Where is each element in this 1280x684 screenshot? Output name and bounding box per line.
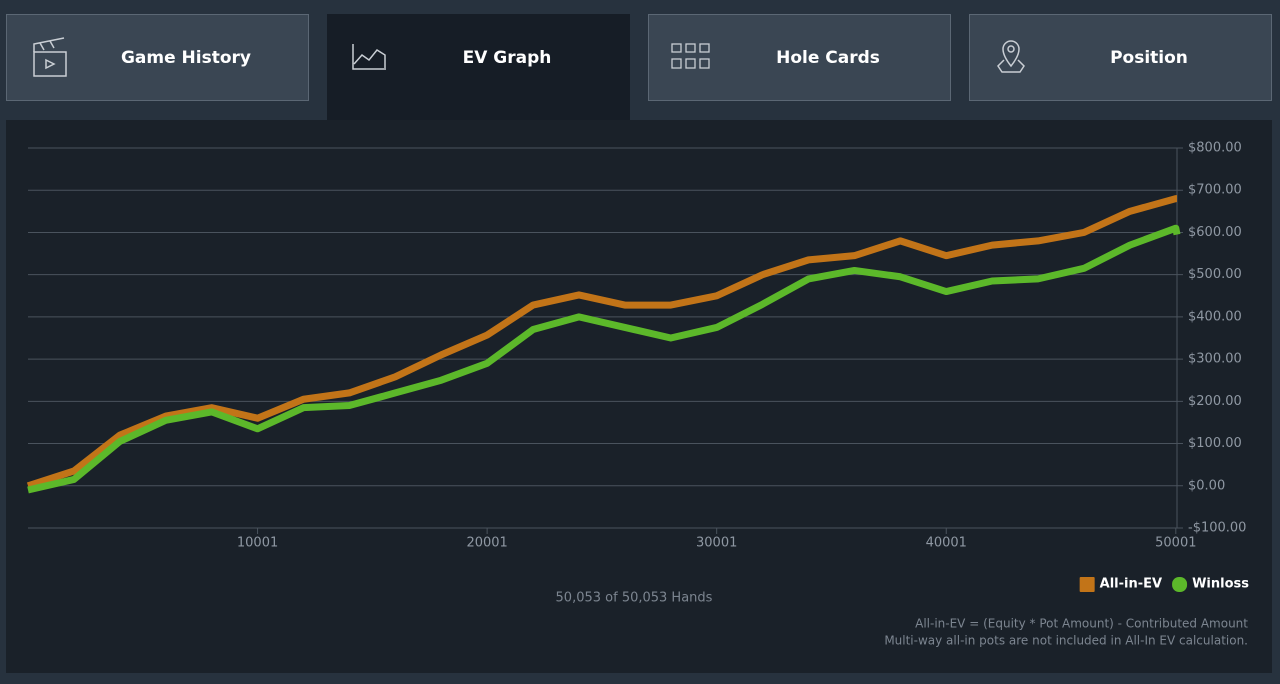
tab[interactable]: Hole Cards [648,14,951,101]
icon [33,37,67,77]
legend-label: Winloss [1192,577,1249,592]
x-tick-label: 20001 [466,536,507,551]
icon [997,40,1025,73]
plot: -$100.00 $0.00 $100.00 $200.00 $300.00 $400.0… [26,141,1249,592]
x-tick-label: 10001 [237,536,278,551]
y-tick-label: $600.00 [1188,225,1242,240]
series-line [26,195,1180,490]
y-tick-label: $800.00 [1188,141,1242,156]
tab[interactable]: Game History [6,14,309,101]
tab[interactable]: EV Graph [327,14,630,120]
legend-swatch [1079,577,1095,592]
tab[interactable]: Position [969,14,1272,101]
legend-swatch [1172,577,1188,592]
y-tick-label: $0.00 [1188,478,1225,493]
tab-box[interactable] [969,14,1272,101]
x-tick-label: 40001 [926,536,967,551]
y-tick-label: $300.00 [1188,352,1242,367]
y-tick-label: $500.00 [1188,267,1242,282]
tab-box[interactable] [6,14,309,101]
tab-label[interactable]: EV Graph [463,48,552,68]
footnote: All-in-EV = (Equity * Pot Amount) - Cont… [915,617,1248,631]
icon [352,44,386,70]
x-tick-label: 50001 [1155,536,1196,551]
y-tick-label: -$100.00 [1188,521,1246,536]
y-tick-label: $100.00 [1188,436,1242,451]
tab-box[interactable] [648,14,951,101]
y-tick-label: $400.00 [1188,309,1242,324]
tab-label[interactable]: Hole Cards [776,48,880,68]
x-tick-label: 30001 [696,536,737,551]
y-tick-label: $700.00 [1188,183,1242,198]
tab-box[interactable] [327,14,630,120]
footnote: Multi-way all-in pots are not included i… [884,634,1248,648]
chart-panel [6,120,1272,673]
y-tick-label: $200.00 [1188,394,1242,409]
tab-label[interactable]: Position [1110,48,1188,68]
hands-count: 50,053 of 50,053 Hands [556,591,713,606]
series-line [27,224,1181,494]
legend-label: All-in-EV [1100,577,1162,592]
tab-label[interactable]: Game History [121,48,251,68]
icon [671,43,710,69]
